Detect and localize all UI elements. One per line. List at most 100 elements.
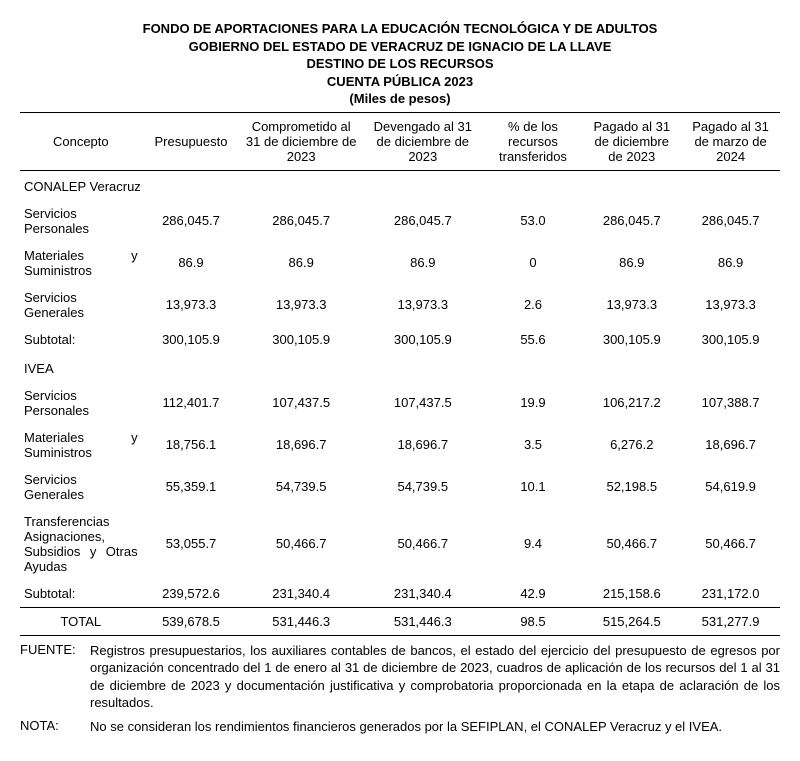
cell-value: 531,446.3 — [240, 607, 362, 635]
cell-value: 239,572.6 — [142, 580, 241, 608]
cell-value: 50,466.7 — [681, 508, 780, 580]
title-line-1: FONDO DE APORTACIONES PARA LA EDUCACIÓN … — [20, 20, 780, 38]
footnote-nota: NOTA: No se consideran los rendimientos … — [20, 718, 780, 736]
cell-concept: Subtotal: — [20, 580, 142, 608]
cell-value: 86.9 — [582, 242, 681, 284]
cell-value: 98.5 — [484, 607, 583, 635]
cell-value: 107,437.5 — [240, 382, 362, 424]
cell-value: 55,359.1 — [142, 466, 241, 508]
cell-concept: Servicios Generales — [20, 466, 142, 508]
cell-value: 13,973.3 — [681, 284, 780, 326]
cell-value: 50,466.7 — [582, 508, 681, 580]
cell-value: 86.9 — [142, 242, 241, 284]
col-pagado-mar: Pagado al 31 de marzo de 2024 — [681, 112, 780, 170]
cell-value: 18,696.7 — [681, 424, 780, 466]
subtotal-row: Subtotal: 239,572.6 231,340.4 231,340.4 … — [20, 580, 780, 608]
table-row: Materiales y Suministros 18,756.1 18,696… — [20, 424, 780, 466]
fuente-label: FUENTE: — [20, 642, 90, 712]
cell-concept: TOTAL — [20, 607, 142, 635]
col-pct-transferidos: % de los recursos transferidos — [484, 112, 583, 170]
cell-value: 106,217.2 — [582, 382, 681, 424]
cell-value: 531,446.3 — [362, 607, 484, 635]
cell-value: 286,045.7 — [362, 200, 484, 242]
cell-value: 300,105.9 — [240, 326, 362, 353]
section-name: CONALEP Veracruz — [20, 170, 780, 200]
cell-concept: Subtotal: — [20, 326, 142, 353]
cell-value: 286,045.7 — [681, 200, 780, 242]
cell-concept: Materiales y Suministros — [20, 242, 142, 284]
cell-value: 50,466.7 — [240, 508, 362, 580]
cell-value: 18,696.7 — [362, 424, 484, 466]
cell-value: 42.9 — [484, 580, 583, 608]
table-row: Materiales y Suministros 86.9 86.9 86.9 … — [20, 242, 780, 284]
cell-value: 18,696.7 — [240, 424, 362, 466]
cell-value: 286,045.7 — [582, 200, 681, 242]
cell-value: 0 — [484, 242, 583, 284]
section-name: IVEA — [20, 353, 780, 382]
col-comprometido: Comprometido al 31 de diciembre de 2023 — [240, 112, 362, 170]
cell-value: 107,388.7 — [681, 382, 780, 424]
cell-value: 13,973.3 — [362, 284, 484, 326]
cell-value: 13,973.3 — [142, 284, 241, 326]
cell-value: 10.1 — [484, 466, 583, 508]
cell-value: 300,105.9 — [362, 326, 484, 353]
cell-value: 515,264.5 — [582, 607, 681, 635]
table-row: Servicios Generales 55,359.1 54,739.5 54… — [20, 466, 780, 508]
title-line-2: GOBIERNO DEL ESTADO DE VERACRUZ DE IGNAC… — [20, 38, 780, 56]
cell-value: 19.9 — [484, 382, 583, 424]
section-conalep: CONALEP Veracruz — [20, 170, 780, 200]
cell-value: 286,045.7 — [142, 200, 241, 242]
cell-value: 231,172.0 — [681, 580, 780, 608]
cell-value: 107,437.5 — [362, 382, 484, 424]
cell-concept: Servicios Generales — [20, 284, 142, 326]
cell-concept: Materiales y Suministros — [20, 424, 142, 466]
document-title: FONDO DE APORTACIONES PARA LA EDUCACIÓN … — [20, 20, 780, 108]
cell-value: 112,401.7 — [142, 382, 241, 424]
total-row: TOTAL 539,678.5 531,446.3 531,446.3 98.5… — [20, 607, 780, 635]
cell-value: 231,340.4 — [240, 580, 362, 608]
cell-value: 13,973.3 — [582, 284, 681, 326]
cell-value: 9.4 — [484, 508, 583, 580]
cell-concept: Transferencias Asignaciones, Subsidios y… — [20, 508, 142, 580]
cell-value: 54,619.9 — [681, 466, 780, 508]
cell-value: 531,277.9 — [681, 607, 780, 635]
cell-value: 215,158.6 — [582, 580, 681, 608]
table-row: Servicios Personales 112,401.7 107,437.5… — [20, 382, 780, 424]
cell-value: 300,105.9 — [582, 326, 681, 353]
nota-label: NOTA: — [20, 718, 90, 736]
cell-value: 50,466.7 — [362, 508, 484, 580]
col-presupuesto: Presupuesto — [142, 112, 241, 170]
cell-value: 54,739.5 — [362, 466, 484, 508]
cell-concept: Servicios Personales — [20, 382, 142, 424]
subtotal-row: Subtotal: 300,105.9 300,105.9 300,105.9 … — [20, 326, 780, 353]
cell-value: 13,973.3 — [240, 284, 362, 326]
cell-value: 86.9 — [240, 242, 362, 284]
cell-value: 55.6 — [484, 326, 583, 353]
header-row: Concepto Presupuesto Comprometido al 31 … — [20, 112, 780, 170]
cell-value: 300,105.9 — [681, 326, 780, 353]
cell-value: 300,105.9 — [142, 326, 241, 353]
table-row: Transferencias Asignaciones, Subsidios y… — [20, 508, 780, 580]
col-devengado: Devengado al 31 de diciembre de 2023 — [362, 112, 484, 170]
cell-value: 6,276.2 — [582, 424, 681, 466]
cell-value: 3.5 — [484, 424, 583, 466]
fuente-text: Registros presupuestarios, los auxiliare… — [90, 642, 780, 712]
cell-value: 286,045.7 — [240, 200, 362, 242]
col-pagado-dic: Pagado al 31 de diciembre de 2023 — [582, 112, 681, 170]
table-row: Servicios Generales 13,973.3 13,973.3 13… — [20, 284, 780, 326]
cell-value: 18,756.1 — [142, 424, 241, 466]
cell-value: 53.0 — [484, 200, 583, 242]
cell-value: 2.6 — [484, 284, 583, 326]
cell-value: 86.9 — [681, 242, 780, 284]
cell-value: 53,055.7 — [142, 508, 241, 580]
footnote-fuente: FUENTE: Registros presupuestarios, los a… — [20, 642, 780, 712]
title-line-3: DESTINO DE LOS RECURSOS — [20, 55, 780, 73]
cell-concept: Servicios Personales — [20, 200, 142, 242]
table-row: Servicios Personales 286,045.7 286,045.7… — [20, 200, 780, 242]
section-ivea: IVEA — [20, 353, 780, 382]
nota-text: No se consideran los rendimientos financ… — [90, 718, 780, 736]
cell-value: 86.9 — [362, 242, 484, 284]
data-table: Concepto Presupuesto Comprometido al 31 … — [20, 112, 780, 636]
col-concepto: Concepto — [20, 112, 142, 170]
cell-value: 54,739.5 — [240, 466, 362, 508]
